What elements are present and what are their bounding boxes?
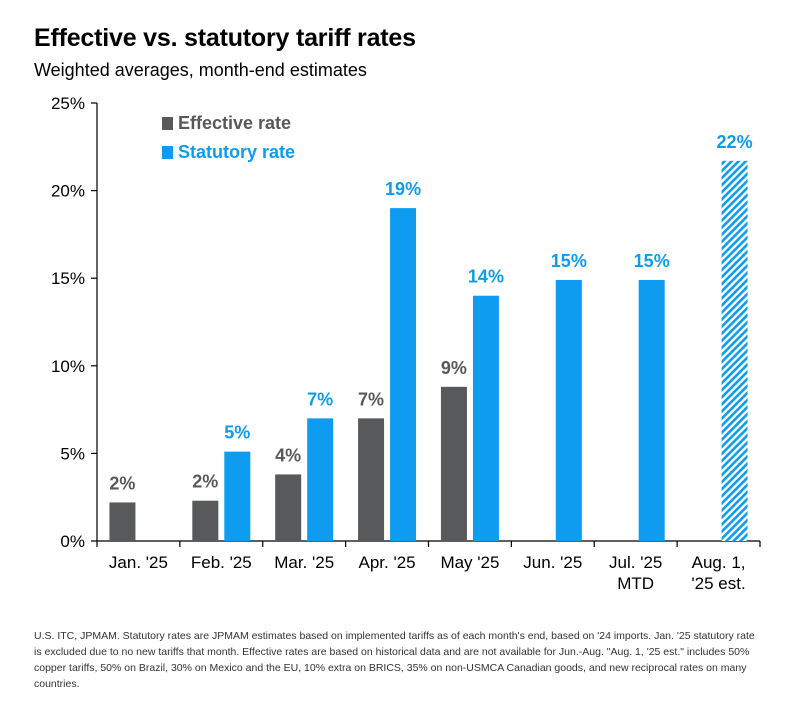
effective-rate-label: 2%	[109, 473, 135, 493]
statutory-legend-label: Statutory rate	[178, 142, 295, 162]
effective-rate-bar	[109, 502, 136, 541]
statutory-legend-swatch	[162, 146, 173, 159]
effective-rate-label: 9%	[441, 358, 467, 378]
statutory-rate-bar	[638, 279, 665, 541]
y-tick-label: 5%	[60, 444, 85, 463]
statutory-rate-label: 5%	[224, 423, 250, 443]
statutory-rate-label: 22%	[717, 132, 753, 152]
y-tick-label: 20%	[51, 182, 85, 201]
x-tick-label: Jun. '25	[523, 553, 582, 572]
effective-rate-label: 2%	[192, 472, 218, 492]
x-tick-label: Mar. '25	[274, 553, 334, 572]
footnote: U.S. ITC, JPMAM. Statutory rates are JPM…	[34, 630, 755, 690]
statutory-rate-bar	[390, 208, 417, 541]
x-tick-label: '25 est.	[691, 574, 745, 593]
x-tick-label: Jul. '25	[609, 553, 662, 572]
x-tick-label: May '25	[440, 553, 499, 572]
x-tick-label: Apr. '25	[359, 553, 416, 572]
x-tick-label: Aug. 1,	[692, 553, 746, 572]
effective-rate-label: 7%	[358, 389, 384, 409]
y-tick-label: 25%	[51, 94, 85, 113]
y-tick-label: 10%	[51, 357, 85, 376]
statutory-rate-label: 15%	[634, 251, 670, 271]
effective-rate-bar	[192, 500, 219, 541]
statutory-rate-bar	[721, 160, 748, 542]
effective-rate-bar	[358, 418, 385, 541]
chart-subtitle: Weighted averages, month-end estimates	[34, 60, 367, 80]
y-tick-label: 15%	[51, 269, 85, 288]
statutory-rate-bar	[472, 295, 499, 541]
statutory-rate-label: 14%	[468, 267, 504, 287]
effective-rate-bar	[440, 386, 467, 541]
bar-chart: 0% 5% 10% 15% 20% 25% Jan. '25 Feb. '25 Mar. '25…	[51, 94, 761, 593]
statutory-rate-bar	[555, 279, 582, 541]
x-tick-label: MTD	[617, 574, 654, 593]
statutory-rate-bar	[307, 418, 334, 541]
statutory-rate-label: 19%	[385, 179, 421, 199]
statutory-rate-label: 15%	[551, 251, 587, 271]
statutory-rate-label: 7%	[307, 389, 333, 409]
x-tick-label: Feb. '25	[191, 553, 252, 572]
effective-legend-label: Effective rate	[178, 113, 291, 133]
statutory-rate-bar	[224, 451, 251, 541]
effective-legend-swatch	[162, 117, 173, 130]
effective-rate-label: 4%	[275, 445, 301, 465]
x-tick-label: Jan. '25	[109, 553, 168, 572]
effective-rate-bar	[275, 474, 302, 541]
y-tick-label: 0%	[60, 532, 85, 551]
chart-title: Effective vs. statutory tariff rates	[34, 24, 416, 52]
